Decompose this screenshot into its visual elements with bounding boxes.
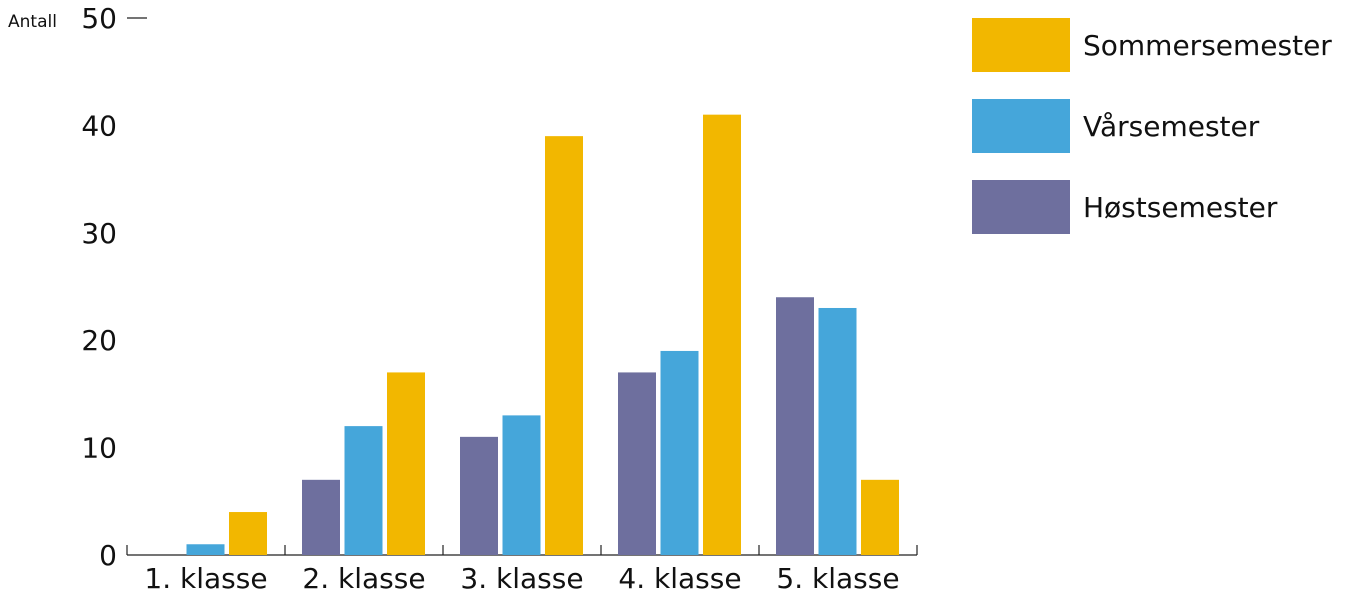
legend-label: Vårsemester: [1083, 110, 1260, 143]
x-tick-label: 2. klasse: [302, 562, 425, 595]
y-tick-label: 40: [81, 109, 117, 142]
bar: [387, 372, 425, 555]
bar: [460, 436, 498, 555]
bar: [861, 479, 899, 555]
y-tick-label: 20: [81, 324, 117, 357]
bar: [618, 372, 656, 555]
bar: [229, 512, 267, 555]
y-tick-label: 10: [81, 432, 117, 465]
legend-swatch: [972, 18, 1070, 72]
bar: [776, 297, 814, 555]
bar: [186, 544, 225, 555]
legend-label: Sommersemester: [1083, 29, 1332, 62]
y-axis-label: Antall: [8, 12, 57, 32]
y-tick-label: 50: [81, 2, 117, 35]
x-tick-label: 3. klasse: [460, 562, 583, 595]
legend-swatch: [972, 99, 1070, 153]
bar: [545, 136, 583, 555]
bar: [818, 307, 857, 555]
legend-label: Høstsemester: [1083, 191, 1278, 224]
bar: [660, 350, 699, 555]
x-tick-label: 5. klasse: [776, 562, 899, 595]
bar: [344, 426, 383, 555]
bar: [302, 479, 340, 555]
y-tick-label: 30: [81, 217, 117, 250]
bar: [502, 415, 541, 555]
legend-swatch: [972, 180, 1070, 234]
x-tick-label: 4. klasse: [618, 562, 741, 595]
bar: [703, 114, 741, 555]
x-tick-label: 1. klasse: [144, 562, 267, 595]
y-tick-label: 0: [99, 539, 117, 572]
